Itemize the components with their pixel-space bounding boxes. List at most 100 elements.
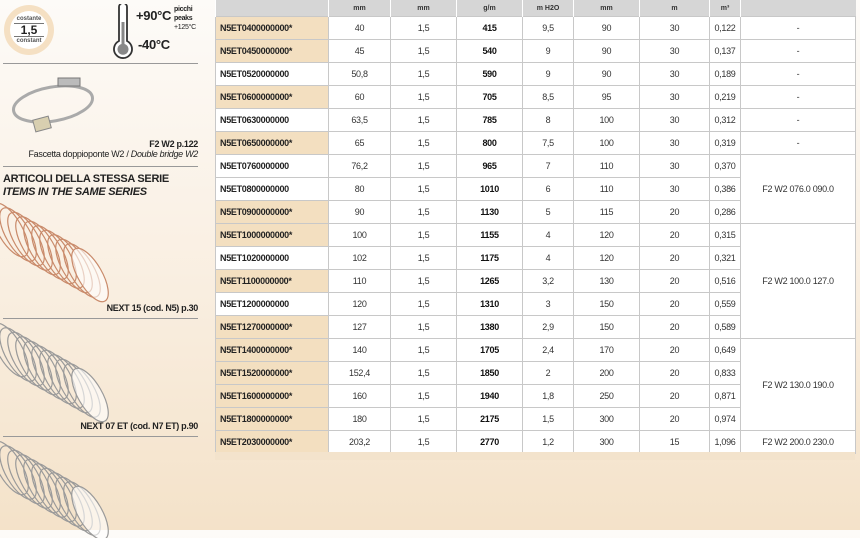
table-cell: 1,5 — [390, 39, 457, 63]
column-header: m³ — [709, 0, 741, 17]
divider — [3, 166, 198, 167]
table-cell: 1,5 — [390, 177, 457, 201]
table-cell: 170 — [573, 338, 640, 362]
table-cell: 20 — [639, 223, 710, 247]
series-title-it: ARTICOLI DELLA STESSA SERIE — [3, 173, 169, 185]
table-cell: 0,219 — [709, 85, 741, 109]
table-cell: 1010 — [456, 177, 523, 201]
table-cell: 30 — [639, 16, 710, 40]
table-cell: 250 — [573, 384, 640, 408]
table-cell: 3,2 — [522, 269, 574, 293]
table-cell: 1,5 — [390, 292, 457, 316]
table-cell: 180 — [328, 407, 391, 431]
table-cell: 0,516 — [709, 269, 741, 293]
product-code: N5ET1800000000* — [215, 407, 329, 431]
hose-spiral — [7, 331, 45, 387]
peaks-label-it: picchi — [174, 6, 193, 13]
table-cell: 7,5 — [522, 131, 574, 155]
product-code: N5ET0520000000 — [215, 62, 329, 86]
hose-spiral — [15, 216, 53, 271]
table-cell: 30 — [639, 154, 710, 178]
table-cell: 1,5 — [390, 430, 457, 454]
table-cell: 20 — [639, 361, 710, 385]
table-cell: 0,122 — [709, 16, 741, 40]
product-code: N5ET1200000000 — [215, 292, 329, 316]
table-header: mm mm g/m m H2O mm m m³ — [215, 0, 856, 17]
hose-spiral — [39, 229, 77, 285]
hose-spiral — [39, 467, 77, 523]
product-code: N5ET1270000000* — [215, 315, 329, 339]
clamp-code: F2 W2 200.0 230.0 — [740, 430, 856, 454]
table-row: N5ET0450000000* 45 1,5 540 9 90 30 0,137- — [215, 39, 856, 63]
table-cell: 80 — [328, 177, 391, 201]
column-header: mm — [328, 0, 391, 17]
table-cell: 63,5 — [328, 108, 391, 132]
table-cell: 30 — [639, 62, 710, 86]
table-cell: 1,5 — [390, 85, 457, 109]
table-cell: 50,8 — [328, 62, 391, 86]
table-cell: 1130 — [456, 200, 523, 224]
hose-spiral — [0, 327, 37, 382]
table-cell: 1,5 — [390, 108, 457, 132]
product-code: N5ET1000000000* — [215, 223, 329, 247]
divider — [3, 318, 198, 319]
divider — [3, 436, 198, 437]
table-cell: 1175 — [456, 246, 523, 270]
table-cell: 4 — [522, 223, 574, 247]
table-cell: 1,5 — [390, 200, 457, 224]
table-cell: 1310 — [456, 292, 523, 316]
table-cell: 30 — [639, 108, 710, 132]
product-code: N5ET0600000000* — [215, 85, 329, 109]
product-code: N5ET1520000000* — [215, 361, 329, 385]
table-cell: 6 — [522, 177, 574, 201]
table-cell: 0,319 — [709, 131, 741, 155]
table-cell: 1,5 — [390, 223, 457, 247]
clamp-code: - — [740, 85, 856, 109]
table-cell: 140 — [328, 338, 391, 362]
table-cell: 0,189 — [709, 62, 741, 86]
table-cell: 15 — [639, 430, 710, 454]
table-row: N5ET1270000000* 127 1,5 1380 2,9 150 20 0,589 — [215, 315, 856, 339]
table-cell: 1,5 — [390, 131, 457, 155]
table-cell: 1,5 — [390, 361, 457, 385]
table-cell: 20 — [639, 384, 710, 408]
product-code: N5ET0650000000* — [215, 131, 329, 155]
hose-spiral — [0, 322, 29, 378]
table-cell: 95 — [573, 85, 640, 109]
table-cell: 30 — [639, 177, 710, 201]
table-cell: 1940 — [456, 384, 523, 408]
table-cell: 0,871 — [709, 384, 741, 408]
product-code: N5ET0900000000* — [215, 200, 329, 224]
peaks-value: +125°C — [174, 24, 196, 31]
table-cell: 127 — [328, 315, 391, 339]
table-cell: 203,2 — [328, 430, 391, 454]
table-cell: 160 — [328, 384, 391, 408]
table-cell: 1850 — [456, 361, 523, 385]
table-row: N5ET0400000000* 40 1,5 415 9,5 90 30 0,122- — [215, 16, 856, 40]
table-cell: 0,559 — [709, 292, 741, 316]
clamp-code: - — [740, 131, 856, 155]
table-cell: 540 — [456, 39, 523, 63]
table-cell: 1,096 — [709, 430, 741, 454]
table-cell: 45 — [328, 39, 391, 63]
product-table: mm mm g/m m H2O mm m m³ N5ET0400000000* 40 1,5 41… — [215, 0, 856, 454]
hose-spiral — [0, 202, 29, 258]
hose-spiral — [31, 463, 69, 518]
related-item-link[interactable]: NEXT 15 (cod. N5) p.30 — [106, 303, 199, 313]
table-row: N5ET2030000000* 203,2 1,5 2770 1,2 300 15 1,096… — [215, 430, 856, 454]
table-cell: 4 — [522, 246, 574, 270]
table-cell: 30 — [639, 85, 710, 109]
table-cell: 0,312 — [709, 108, 741, 132]
thermometer-icon — [113, 4, 133, 59]
table-cell: 1,5 — [390, 338, 457, 362]
product-code: N5ET0400000000* — [215, 16, 329, 40]
table-cell: 300 — [573, 430, 640, 454]
related-item-link[interactable]: NEXT 07 ET (cod. N7 ET) p.90 — [80, 421, 198, 431]
table-cell: 20 — [639, 269, 710, 293]
table-cell: 150 — [573, 315, 640, 339]
table-cell: 785 — [456, 108, 523, 132]
column-header: m — [639, 0, 710, 17]
column-header: m H2O — [522, 0, 574, 17]
column-header: mm — [390, 0, 457, 17]
accessory-name-it: Fascetta doppioponte W2 — [28, 149, 125, 159]
